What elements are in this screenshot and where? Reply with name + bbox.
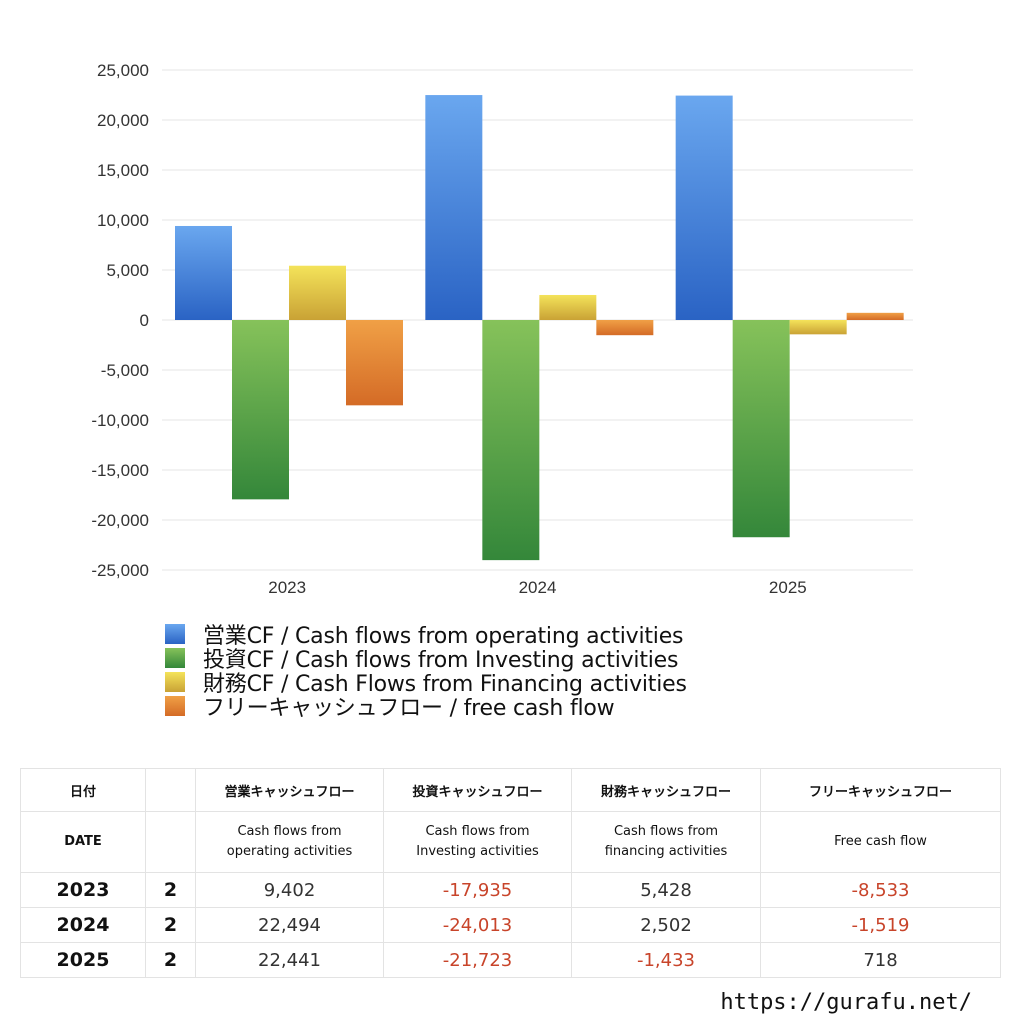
cell-financing: 5,428 bbox=[571, 872, 761, 908]
bar bbox=[846, 312, 904, 320]
row-year: 2025 bbox=[20, 942, 146, 978]
legend-item-financing: 財務CF / Cash Flows from Financing activit… bbox=[165, 670, 687, 697]
cell-investing: -21,723 bbox=[383, 942, 572, 978]
row-quarter: 2 bbox=[145, 907, 196, 943]
header-operating-jp: 営業キャッシュフロー bbox=[195, 768, 384, 812]
bar bbox=[482, 320, 540, 561]
bar bbox=[425, 95, 483, 320]
bar bbox=[175, 225, 232, 320]
header-investing-jp: 投資キャッシュフロー bbox=[383, 768, 572, 812]
header-investing-en: Cash flows from Investing activities bbox=[383, 811, 572, 873]
header-free-en: Free cash flow bbox=[760, 811, 1001, 873]
legend-label-investing: 投資CF / Cash flows from Investing activit… bbox=[203, 648, 679, 673]
y-tick-label: 15,000 bbox=[97, 161, 149, 180]
y-tick-label: 25,000 bbox=[97, 61, 149, 80]
legend-item-operating: 営業CF / Cash flows from operating activit… bbox=[165, 622, 687, 649]
bar bbox=[789, 320, 847, 335]
header-operating-en: Cash flows from operating activities bbox=[195, 811, 384, 873]
bar bbox=[289, 265, 346, 320]
legend-swatch-investing bbox=[165, 648, 185, 668]
cell-financing: -1,433 bbox=[571, 942, 761, 978]
legend-swatch-free bbox=[165, 696, 185, 716]
bar bbox=[346, 320, 403, 406]
header-free-jp: フリーキャッシュフロー bbox=[760, 768, 1001, 812]
bar bbox=[596, 320, 654, 336]
cell-financing: 2,502 bbox=[571, 907, 761, 943]
header-financing-en: Cash flows from financing activities bbox=[571, 811, 761, 873]
cell-operating: 22,494 bbox=[195, 907, 384, 943]
y-tick-label: 20,000 bbox=[97, 111, 149, 130]
y-tick-label: -10,000 bbox=[91, 411, 149, 430]
cash-flow-table: 日付 営業キャッシュフロー 投資キャッシュフロー 財務キャッシュフロー フリーキ… bbox=[20, 768, 1001, 978]
y-tick-label: -20,000 bbox=[91, 511, 149, 530]
row-year: 2023 bbox=[20, 872, 146, 908]
bar bbox=[539, 294, 597, 320]
x-tick-label: 2023 bbox=[268, 578, 306, 597]
table-row: 2025 2 22,441 -21,723 -1,433 718 bbox=[20, 942, 1001, 978]
cell-investing: -24,013 bbox=[383, 907, 572, 943]
y-tick-label: 10,000 bbox=[97, 211, 149, 230]
header-blank-en bbox=[145, 811, 196, 873]
y-tick-label: -5,000 bbox=[101, 361, 149, 380]
x-tick-label: 2025 bbox=[769, 578, 807, 597]
chart-legend: 営業CF / Cash flows from operating activit… bbox=[165, 622, 687, 721]
table-row: 2024 2 22,494 -24,013 2,502 -1,519 bbox=[20, 907, 1001, 943]
bar bbox=[232, 320, 289, 500]
row-year: 2024 bbox=[20, 907, 146, 943]
table-row: 2023 2 9,402 -17,935 5,428 -8,533 bbox=[20, 872, 1001, 908]
bar bbox=[675, 95, 733, 320]
header-date-jp: 日付 bbox=[20, 768, 146, 812]
legend-label-financing: 財務CF / Cash Flows from Financing activit… bbox=[203, 672, 687, 697]
legend-item-free: フリーキャッシュフロー / free cash flow bbox=[165, 694, 687, 721]
cell-operating: 22,441 bbox=[195, 942, 384, 978]
legend-label-operating: 営業CF / Cash flows from operating activit… bbox=[203, 624, 684, 649]
header-financing-jp: 財務キャッシュフロー bbox=[571, 768, 761, 812]
table-header-row-en: DATE Cash flows from operating activities… bbox=[20, 811, 1001, 873]
cell-investing: -17,935 bbox=[383, 872, 572, 908]
cash-flow-bar-chart: 25,000 20,000 15,000 10,000 5,000 0 -5,000 -10,… bbox=[91, 61, 913, 597]
cell-free: -1,519 bbox=[760, 907, 1001, 943]
row-quarter: 2 bbox=[145, 942, 196, 978]
row-quarter: 2 bbox=[145, 872, 196, 908]
bar bbox=[732, 320, 790, 538]
legend-item-investing: 投資CF / Cash flows from Investing activit… bbox=[165, 646, 687, 673]
x-tick-label: 2024 bbox=[519, 578, 557, 597]
cell-free: -8,533 bbox=[760, 872, 1001, 908]
header-blank-jp bbox=[145, 768, 196, 812]
y-tick-label: 0 bbox=[140, 311, 149, 330]
legend-swatch-financing bbox=[165, 672, 185, 692]
y-tick-label: -15,000 bbox=[91, 461, 149, 480]
y-tick-label: 5,000 bbox=[106, 261, 149, 280]
legend-label-free: フリーキャッシュフロー / free cash flow bbox=[203, 696, 615, 721]
cell-operating: 9,402 bbox=[195, 872, 384, 908]
cell-free: 718 bbox=[760, 942, 1001, 978]
site-url[interactable]: https://gurafu.net/ bbox=[720, 990, 972, 1015]
header-date-en: DATE bbox=[20, 811, 146, 873]
legend-swatch-operating bbox=[165, 624, 185, 644]
table-header-row-jp: 日付 営業キャッシュフロー 投資キャッシュフロー 財務キャッシュフロー フリーキ… bbox=[20, 768, 1001, 812]
y-tick-label: -25,000 bbox=[91, 561, 149, 580]
